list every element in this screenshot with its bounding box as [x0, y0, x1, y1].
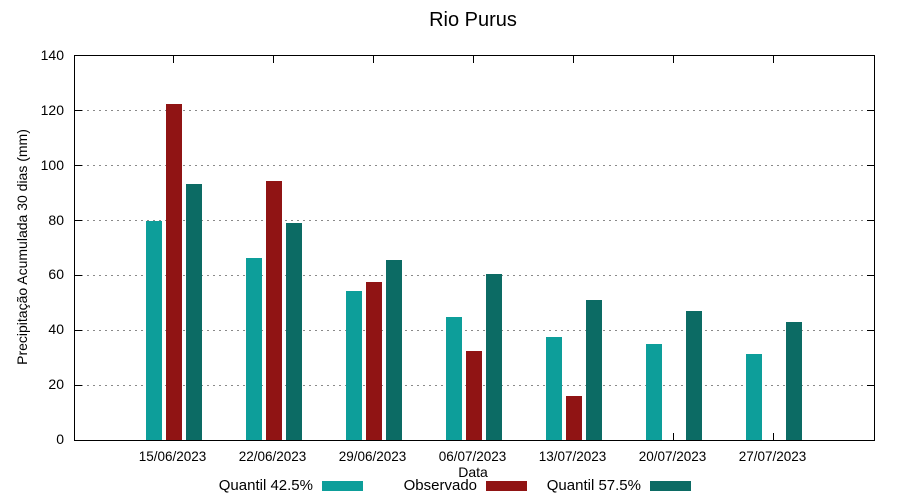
bar-quantil-42-5-: [545, 337, 562, 440]
y-tick-mark: [867, 165, 874, 167]
bar-observado: [165, 104, 182, 440]
x-tick-mark: [773, 433, 774, 440]
y-tick-mark: [867, 274, 874, 276]
bar-observado: [565, 396, 582, 440]
x-tick-mark: [673, 433, 674, 440]
x-tick-mark: [773, 56, 774, 63]
bar-quantil-57-5-: [685, 311, 702, 440]
y-tick-mark: [75, 110, 82, 112]
chart-title: Rio Purus: [429, 9, 517, 31]
x-tick-mark: [273, 56, 274, 63]
bar-quantil-42-5-: [345, 290, 362, 440]
bar-quantil-42-5-: [745, 353, 762, 440]
legend: Quantil 42.5% Observado Quantil 57.5%: [199, 477, 691, 494]
y-tick-label: 20: [48, 376, 64, 393]
y-tick-mark: [867, 384, 874, 386]
legend-item-quantil-575: Quantil 57.5%: [527, 477, 691, 494]
y-tick-mark: [75, 220, 82, 222]
y-tick-mark: [75, 329, 82, 331]
y-tick-label: 140: [40, 47, 64, 63]
bar-quantil-42-5-: [145, 220, 162, 440]
plot-area: [74, 55, 875, 441]
gridline: [75, 274, 874, 276]
legend-swatch-quantil-575: [650, 480, 691, 491]
x-tick-label: 15/06/2023: [138, 449, 207, 464]
y-tick-label: 120: [40, 101, 64, 118]
x-tick-label: 27/07/2023: [738, 449, 807, 464]
bar-quantil-57-5-: [585, 300, 602, 440]
gridline: [75, 165, 874, 167]
y-tick-mark: [867, 110, 874, 112]
x-tick-mark: [373, 56, 374, 63]
x-axis-title: Data: [458, 464, 488, 480]
y-tick-mark: [867, 329, 874, 331]
x-tick-label: 06/07/2023: [438, 449, 507, 464]
bar-quantil-57-5-: [185, 183, 202, 440]
x-tick-label: 13/07/2023: [538, 449, 607, 464]
bar-quantil-42-5-: [645, 344, 662, 440]
legend-item-quantil-425: Quantil 42.5%: [199, 477, 363, 494]
x-tick-mark: [673, 56, 674, 63]
bar-quantil-42-5-: [445, 316, 462, 440]
legend-swatch-quantil-425: [322, 480, 363, 491]
x-tick-mark: [573, 56, 574, 63]
y-tick-mark: [75, 274, 82, 276]
x-tick-mark: [173, 56, 174, 63]
x-tick-label: 22/06/2023: [238, 449, 307, 464]
legend-label: Quantil 42.5%: [218, 477, 313, 494]
legend-label: Observado: [403, 477, 477, 494]
bar-observado: [465, 350, 482, 440]
gridline: [75, 329, 874, 331]
bar-quantil-57-5-: [285, 223, 302, 440]
gridline: [75, 110, 874, 112]
y-tick-mark: [75, 165, 82, 167]
bar-quantil-57-5-: [485, 274, 502, 440]
legend-item-observado: Observado: [363, 477, 527, 494]
legend-swatch-observado: [486, 480, 527, 491]
y-tick-mark: [75, 384, 82, 386]
y-tick-label: 40: [48, 321, 64, 338]
y-tick-label: 80: [48, 211, 64, 228]
bar-observado: [365, 282, 382, 440]
x-tick-mark: [473, 56, 474, 63]
bar-quantil-57-5-: [785, 322, 802, 440]
y-tick-label: 60: [48, 266, 64, 283]
x-tick-label: 29/06/2023: [338, 449, 407, 464]
legend-label: Quantil 57.5%: [546, 477, 641, 494]
bar-observado: [265, 180, 282, 440]
y-tick-label: 100: [40, 156, 64, 173]
gridline: [75, 220, 874, 222]
y-tick-label: 0: [56, 431, 64, 447]
y-tick-mark: [867, 220, 874, 222]
bar-quantil-57-5-: [385, 260, 402, 440]
bar-quantil-42-5-: [245, 257, 262, 440]
x-tick-label: 20/07/2023: [638, 449, 707, 464]
